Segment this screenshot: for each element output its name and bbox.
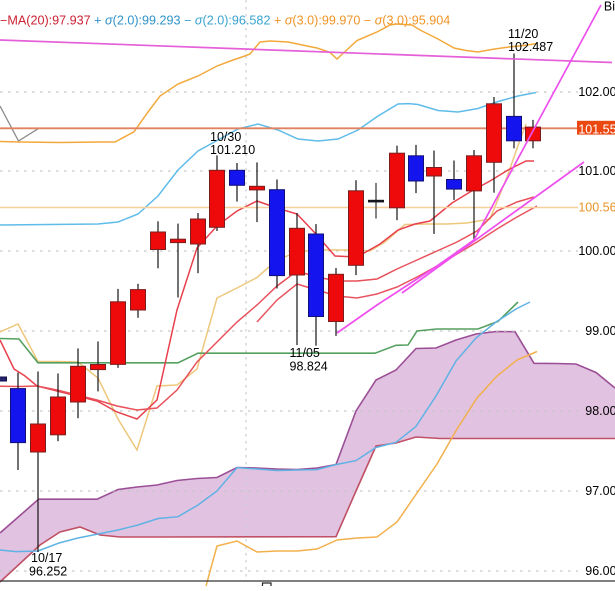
svg-text:101.000: 101.000 [578,164,615,178]
svg-text:98.824: 98.824 [290,360,328,374]
svg-text:96.252: 96.252 [29,565,67,579]
svg-text:−MA(20):97.937 + σ(2.0):99.293: −MA(20):97.937 + σ(2.0):99.293 − σ(2.0):… [0,14,450,28]
svg-text:Bid: Bid [604,0,615,14]
svg-text:102.000: 102.000 [578,85,615,99]
svg-text:96.000: 96.000 [585,564,615,578]
svg-text:97.000: 97.000 [585,484,615,498]
svg-text:102.487: 102.487 [508,40,553,54]
svg-text:100.563: 100.563 [578,201,615,215]
svg-text:101.210: 101.210 [210,143,255,157]
svg-text:101.559: 101.559 [578,123,615,137]
svg-text:99.000: 99.000 [585,324,615,338]
svg-text:98.000: 98.000 [585,404,615,418]
svg-text:100.000: 100.000 [578,244,615,258]
svg-text:10/17: 10/17 [31,551,62,565]
svg-text:10/30: 10/30 [210,130,241,144]
svg-text:11/05: 11/05 [290,346,320,360]
svg-text:11/20: 11/20 [508,27,538,41]
